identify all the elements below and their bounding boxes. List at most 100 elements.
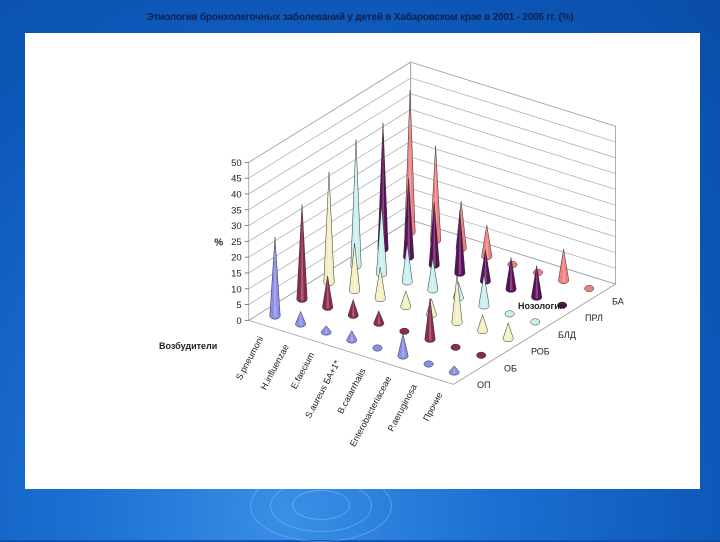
- cone-body: [374, 266, 386, 303]
- data-cone: [450, 343, 461, 351]
- nosology-label: РОБ: [531, 347, 550, 357]
- pathogen-label: Прочие: [421, 391, 444, 423]
- cone-body: [320, 325, 332, 336]
- data-cone: [322, 275, 334, 311]
- cone-highlight: [453, 365, 456, 374]
- cone-body: [477, 314, 489, 335]
- z-tick-label: 15: [231, 268, 242, 279]
- chart-title: Этиология бронхолегочных заболеваний у д…: [146, 12, 574, 23]
- cone-highlight: [407, 178, 411, 259]
- data-cone: [346, 330, 358, 344]
- cone-highlight: [431, 258, 435, 292]
- nosology-label: ОБ: [504, 363, 517, 373]
- data-cone: [478, 274, 490, 310]
- chart-axes: [244, 161, 249, 321]
- z-tick-label: 5: [236, 300, 241, 311]
- background-ripple: [292, 490, 350, 520]
- cone-highlight: [353, 243, 357, 293]
- cone-highlight: [273, 237, 277, 318]
- cone-highlight: [406, 243, 409, 284]
- data-cone: [427, 258, 439, 294]
- cone-body: [373, 310, 385, 327]
- cone-body: [296, 204, 308, 303]
- cone-highlight: [299, 311, 303, 326]
- gridline: [248, 61, 616, 163]
- z-axis-label: %: [214, 237, 223, 248]
- chart-panel: 0 5 10 15 20 25 30 35 40 45 50% S.pneumoni H.influen…: [25, 33, 700, 489]
- cone-highlight: [428, 298, 432, 341]
- data-cone: [399, 327, 410, 335]
- z-tick-label: 25: [231, 237, 242, 248]
- cone-highlight: [482, 274, 486, 308]
- cone-highlight: [484, 249, 487, 283]
- z-tick-label: 40: [231, 189, 242, 200]
- cone-body: [350, 139, 362, 270]
- z-tick-label: 20: [231, 253, 242, 264]
- data-cone: [347, 298, 359, 319]
- cone-stub: [530, 318, 541, 326]
- cone-body: [349, 243, 361, 295]
- cone-body: [397, 333, 409, 360]
- cone-highlight: [327, 172, 331, 285]
- cone-highlight: [509, 257, 513, 291]
- cone-stub: [504, 310, 515, 318]
- cone-highlight: [325, 325, 328, 334]
- data-cone: [505, 257, 517, 293]
- cone-highlight: [458, 210, 462, 275]
- nosology-label: БЛД: [558, 330, 576, 340]
- cone-stub: [450, 343, 461, 351]
- cone-stub: [557, 301, 568, 309]
- pathogen-label: S.pneumoni: [234, 335, 265, 382]
- data-cone: [424, 298, 436, 343]
- cone-highlight: [433, 202, 436, 267]
- data-cone: [373, 310, 385, 327]
- x-axis-label: Возбудители: [159, 341, 217, 351]
- cone-body: [403, 178, 415, 261]
- cone-highlight: [481, 314, 485, 333]
- data-cone: [374, 266, 386, 303]
- cone-highlight: [404, 290, 408, 309]
- cone-body: [558, 248, 570, 284]
- cone-body: [401, 243, 413, 286]
- data-cone: [428, 201, 440, 269]
- data-cone: [530, 318, 541, 326]
- data-cone: [296, 204, 308, 303]
- cone-body: [505, 257, 517, 293]
- data-cone: [397, 333, 409, 360]
- data-cone: [557, 301, 568, 309]
- gridline: [248, 93, 616, 195]
- cone-stub: [584, 285, 595, 292]
- cone-body: [448, 365, 460, 376]
- data-cone: [451, 275, 463, 327]
- cone-highlight: [379, 267, 382, 301]
- cone-body: [451, 275, 463, 327]
- data-cone: [481, 224, 493, 260]
- data-cone: [269, 236, 281, 320]
- cone-body: [479, 249, 491, 285]
- cone-body: [481, 224, 493, 260]
- data-cone: [504, 310, 515, 318]
- data-cone: [454, 209, 466, 277]
- z-tick-label: 45: [231, 174, 242, 185]
- chart-cones: [269, 90, 595, 376]
- data-cone: [350, 139, 362, 270]
- cone-highlight: [535, 265, 539, 299]
- data-cone: [448, 365, 460, 376]
- cone-body: [427, 258, 439, 294]
- cone-highlight: [380, 204, 384, 276]
- cone-body: [269, 236, 281, 320]
- nosology-label: ПРЛ: [585, 313, 603, 323]
- data-cone: [376, 204, 388, 278]
- data-cone: [400, 290, 412, 311]
- cone-body: [322, 275, 334, 311]
- z-tick-label: 10: [231, 284, 242, 295]
- cone-body: [531, 265, 543, 301]
- cone-stub: [399, 327, 410, 335]
- cone-highlight: [352, 299, 355, 317]
- data-cone: [323, 171, 335, 287]
- cone-stub: [476, 351, 487, 359]
- cone-highlight: [377, 310, 381, 325]
- cone-highlight: [300, 204, 304, 301]
- data-cone: [558, 248, 570, 284]
- data-cone: [479, 249, 491, 285]
